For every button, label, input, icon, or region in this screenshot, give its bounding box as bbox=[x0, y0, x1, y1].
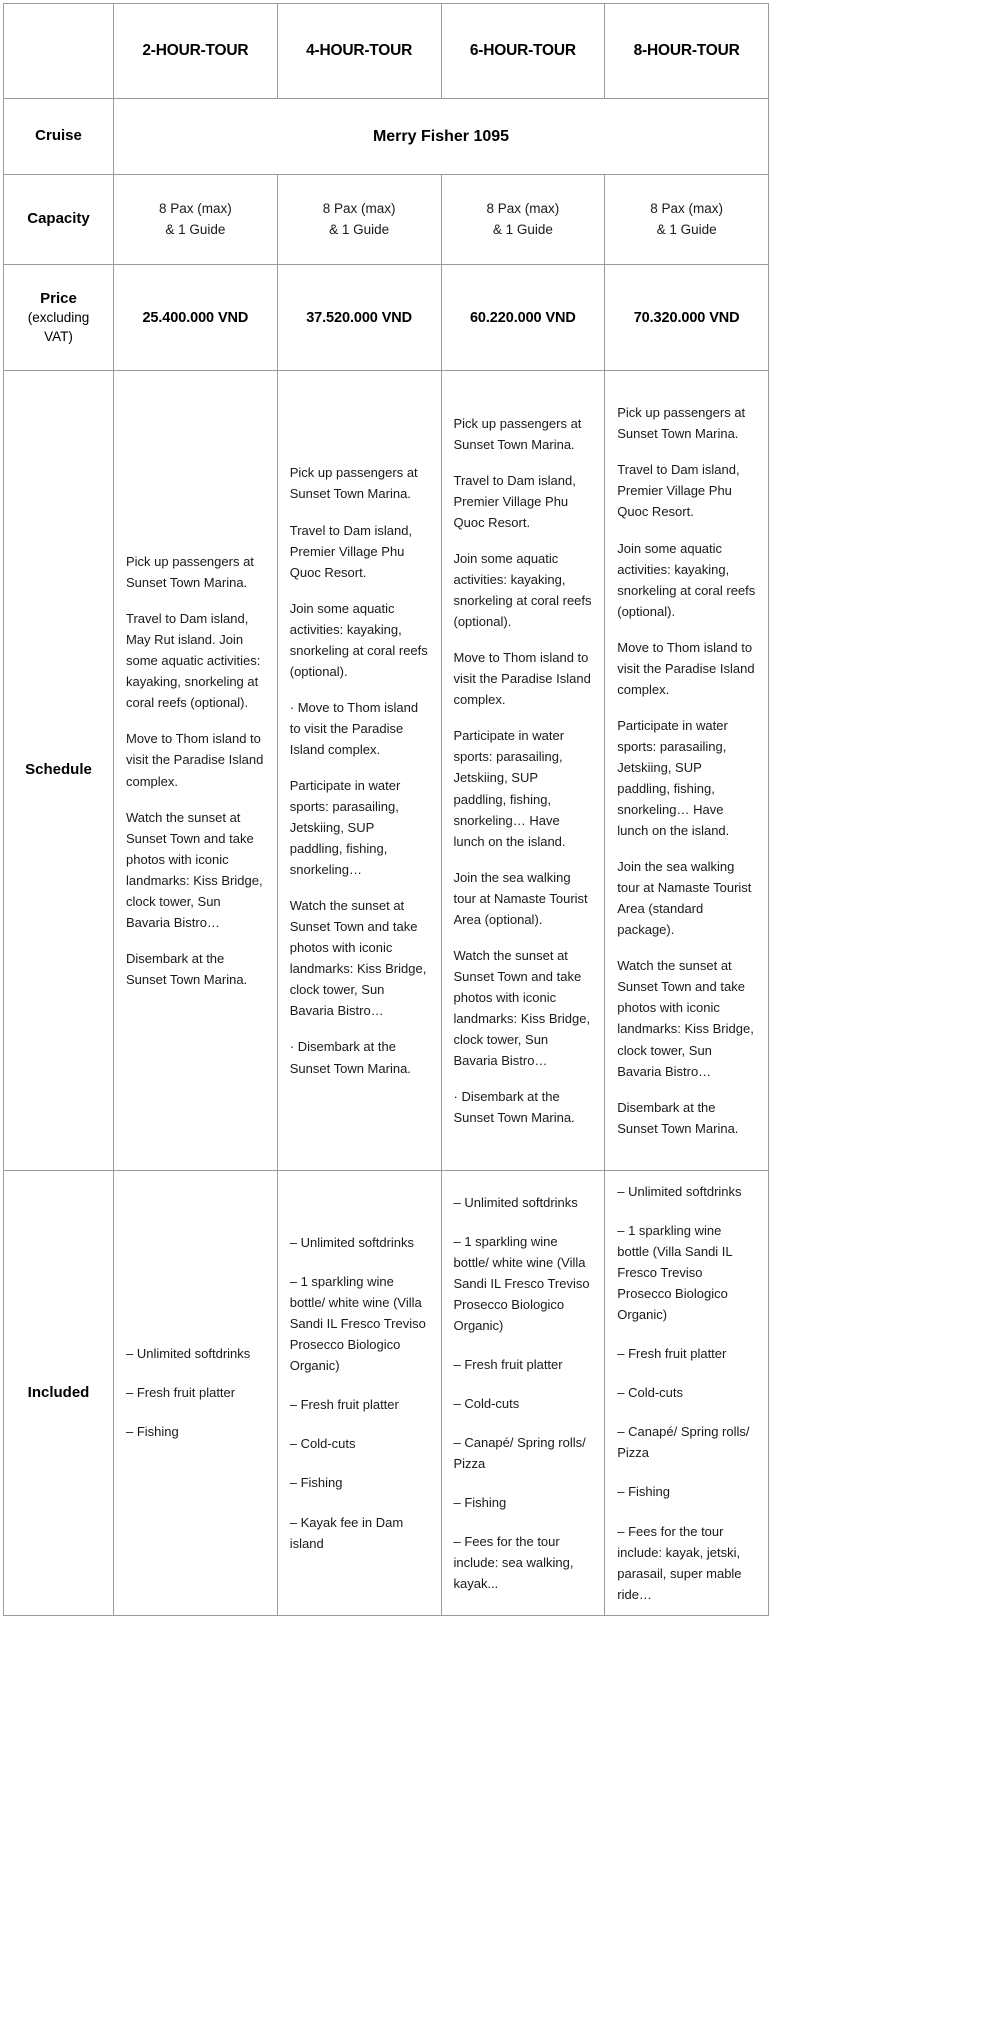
row-label-price: Price (excluding VAT) bbox=[3, 264, 114, 371]
text-paragraph: Join some aquatic activities: kayaking, … bbox=[453, 551, 592, 630]
text-paragraph: · Move to Thom island to visit the Parad… bbox=[289, 699, 419, 757]
table-row-schedule: Schedule Pick up passengers at Sunset To… bbox=[3, 370, 769, 1171]
table-row-price: Price (excluding VAT) 25.400.000 VND 37.… bbox=[3, 264, 769, 371]
text-paragraph: – Cold-cuts bbox=[453, 1395, 520, 1411]
text-paragraph: Travel to Dam island, May Rut island. Jo… bbox=[126, 611, 261, 711]
capacity-cell-tour2: 8 Pax (max) & 1 Guide bbox=[113, 174, 278, 265]
capacity-pax-line: 8 Pax (max) bbox=[322, 200, 396, 216]
text-paragraph: – Fishing bbox=[289, 1475, 343, 1491]
row-label-capacity: Capacity bbox=[3, 174, 114, 265]
row-label-schedule: Schedule bbox=[3, 370, 114, 1171]
tour-comparison-page: 2-HOUR-TOUR 4-HOUR-TOUR 6-HOUR-TOUR 8-HO… bbox=[0, 3, 999, 2038]
text-paragraph: Pick up passengers at Sunset Town Marina… bbox=[617, 405, 746, 442]
price-cell-tour8: 70.320.000 VND bbox=[604, 264, 769, 371]
capacity-guide-line: & 1 Guide bbox=[656, 221, 717, 237]
included-cell-tour4: – Unlimited softdrinks – 1 sparkling wine… bbox=[276, 1170, 442, 1616]
capacity-cell-tour8: 8 Pax (max) & 1 Guide bbox=[604, 174, 769, 265]
text-paragraph: Pick up passengers at Sunset Town Marina… bbox=[289, 465, 418, 502]
text-paragraph: Move to Thom island to visit the Paradis… bbox=[126, 731, 264, 789]
text-paragraph: Watch the sunset at Sunset Town and take… bbox=[453, 947, 591, 1069]
text-paragraph: – Cold-cuts bbox=[289, 1436, 356, 1452]
text-paragraph: Watch the sunset at Sunset Town and take… bbox=[126, 809, 263, 930]
table-corner-cell bbox=[3, 3, 114, 99]
schedule-cell-tour2: Pick up passengers at Sunset Town Marina… bbox=[113, 370, 278, 1171]
capacity-pax-line: 8 Pax (max) bbox=[158, 200, 232, 216]
included-cell-tour6: – Unlimited softdrinks – 1 sparkling wine… bbox=[440, 1170, 606, 1616]
text-paragraph: – 1 sparkling wine bottle/ white wine (V… bbox=[453, 1233, 590, 1333]
text-paragraph: Travel to Dam island, Premier Village Ph… bbox=[617, 462, 740, 520]
text-paragraph: – Fishing bbox=[126, 1424, 179, 1440]
capacity-guide-line: & 1 Guide bbox=[492, 221, 553, 237]
text-paragraph: – Canapé/ Spring rolls/ Pizza bbox=[453, 1434, 586, 1471]
included-cell-tour2: – Unlimited softdrinks – Fresh fruit plat… bbox=[113, 1170, 278, 1616]
text-paragraph: – Fresh fruit platter bbox=[617, 1346, 727, 1362]
text-paragraph: Join the sea walking tour at Namaste Tou… bbox=[453, 869, 588, 927]
schedule-cell-tour8: Pick up passengers at Sunset Town Marina… bbox=[604, 370, 769, 1171]
text-paragraph: – Unlimited softdrinks bbox=[289, 1235, 415, 1251]
capacity-pax-line: 8 Pax (max) bbox=[486, 200, 560, 216]
text-paragraph: Watch the sunset at Sunset Town and take… bbox=[617, 958, 754, 1079]
text-paragraph: – Unlimited softdrinks bbox=[126, 1346, 251, 1362]
cruise-value: Merry Fisher 1095 bbox=[113, 98, 769, 175]
table-row-capacity: Capacity 8 Pax (max) & 1 Guide 8 Pax (ma… bbox=[3, 174, 769, 265]
text-paragraph: – Fresh fruit platter bbox=[126, 1385, 236, 1401]
text-paragraph: – Fishing bbox=[453, 1494, 507, 1510]
text-paragraph: – Cold-cuts bbox=[617, 1385, 683, 1401]
text-paragraph: Participate in water sports: parasailing… bbox=[617, 717, 730, 839]
text-paragraph: – Canapé/ Spring rolls/ Pizza bbox=[617, 1424, 750, 1461]
included-cell-tour8: – Unlimited softdrinks – 1 sparkling wine… bbox=[604, 1170, 769, 1616]
text-paragraph: Pick up passengers at Sunset Town Marina… bbox=[126, 554, 254, 591]
row-label-included: Included bbox=[3, 1170, 114, 1616]
text-paragraph: – Fresh fruit platter bbox=[289, 1397, 399, 1413]
text-paragraph: Travel to Dam island, Premier Village Ph… bbox=[453, 472, 576, 530]
schedule-cell-tour4: Pick up passengers at Sunset Town Marina… bbox=[276, 370, 442, 1171]
text-paragraph: · Disembark at the Sunset Town Marina. bbox=[289, 1039, 411, 1076]
text-paragraph: – Kayak fee in Dam island bbox=[289, 1514, 404, 1551]
price-cell-tour6: 60.220.000 VND bbox=[440, 264, 606, 371]
capacity-guide-line: & 1 Guide bbox=[165, 221, 226, 237]
text-paragraph: – Fees for the tour include: sea walking… bbox=[453, 1534, 574, 1592]
table-row-included: Included – Unlimited softdrinks – Fresh f… bbox=[3, 1170, 769, 1616]
table-row-cruise: Cruise Merry Fisher 1095 bbox=[3, 98, 769, 175]
capacity-cell-tour6: 8 Pax (max) & 1 Guide bbox=[440, 174, 606, 265]
text-paragraph: Pick up passengers at Sunset Town Marina… bbox=[453, 415, 582, 452]
text-paragraph: Watch the sunset at Sunset Town and take… bbox=[289, 898, 427, 1019]
text-paragraph: Disembark at the Sunset Town Marina. bbox=[617, 1099, 739, 1136]
text-paragraph: – Fees for the tour include: kayak, jets… bbox=[617, 1523, 742, 1602]
capacity-guide-line: & 1 Guide bbox=[329, 221, 390, 237]
text-paragraph: Join some aquatic activities: kayaking, … bbox=[289, 600, 428, 679]
column-header-tour6: 6-HOUR-TOUR bbox=[440, 3, 606, 99]
text-paragraph: Join the sea walking tour at Namaste Tou… bbox=[617, 859, 752, 938]
text-paragraph: Move to Thom island to visit the Paradis… bbox=[453, 650, 591, 708]
text-paragraph: – Unlimited softdrinks bbox=[453, 1194, 578, 1210]
row-label-price-sub: (excluding VAT) bbox=[27, 310, 90, 344]
price-cell-tour4: 37.520.000 VND bbox=[276, 264, 442, 371]
text-paragraph: Move to Thom island to visit the Paradis… bbox=[617, 639, 755, 697]
text-paragraph: · Disembark at the Sunset Town Marina. bbox=[453, 1089, 575, 1126]
capacity-pax-line: 8 Pax (max) bbox=[650, 200, 724, 216]
price-cell-tour2: 25.400.000 VND bbox=[113, 264, 278, 371]
row-label-cruise: Cruise bbox=[3, 98, 114, 175]
text-paragraph: Participate in water sports: parasailing… bbox=[453, 728, 566, 849]
text-paragraph: – Fishing bbox=[617, 1484, 670, 1500]
text-paragraph: Disembark at the Sunset Town Marina. bbox=[126, 950, 248, 987]
text-paragraph: – Unlimited softdrinks bbox=[617, 1184, 742, 1199]
text-paragraph: – 1 sparkling wine bottle/ white wine (V… bbox=[289, 1274, 426, 1374]
column-header-tour8: 8-HOUR-TOUR bbox=[604, 3, 769, 99]
table-header-row: 2-HOUR-TOUR 4-HOUR-TOUR 6-HOUR-TOUR 8-HO… bbox=[3, 3, 769, 99]
capacity-cell-tour4: 8 Pax (max) & 1 Guide bbox=[276, 174, 442, 265]
text-paragraph: – Fresh fruit platter bbox=[453, 1356, 563, 1372]
column-header-tour4: 4-HOUR-TOUR bbox=[276, 3, 442, 99]
schedule-cell-tour6: Pick up passengers at Sunset Town Marina… bbox=[440, 370, 606, 1171]
tour-comparison-table: 2-HOUR-TOUR 4-HOUR-TOUR 6-HOUR-TOUR 8-HO… bbox=[3, 3, 769, 1616]
text-paragraph: – 1 sparkling wine bottle (Villa Sandi I… bbox=[617, 1223, 733, 1323]
row-label-price-main: Price bbox=[40, 290, 77, 308]
text-paragraph: Participate in water sports: parasailing… bbox=[289, 777, 401, 878]
text-paragraph: Join some aquatic activities: kayaking, … bbox=[617, 540, 756, 619]
column-header-tour2: 2-HOUR-TOUR bbox=[113, 3, 278, 99]
text-paragraph: Travel to Dam island, Premier Village Ph… bbox=[289, 522, 413, 580]
